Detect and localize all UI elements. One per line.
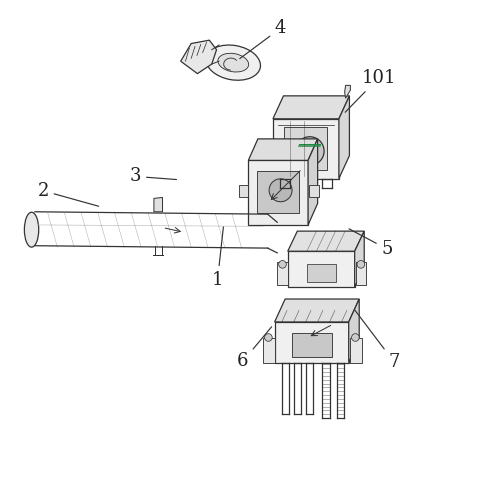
Ellipse shape [206,45,261,80]
Text: 5: 5 [349,229,393,258]
Bar [350,338,361,363]
Circle shape [279,261,286,268]
Bar [309,185,318,197]
Text: 3: 3 [130,167,176,185]
Polygon shape [345,85,350,98]
Bar [356,262,366,285]
Text: 101: 101 [345,69,396,112]
Polygon shape [273,119,339,179]
Circle shape [295,137,324,165]
Polygon shape [339,96,349,179]
Polygon shape [273,96,349,119]
Text: 6: 6 [237,327,272,370]
Polygon shape [248,139,317,160]
Bar [307,264,336,282]
Ellipse shape [24,212,39,247]
Polygon shape [349,299,359,363]
Bar [263,338,274,363]
Circle shape [351,334,359,342]
Circle shape [269,179,292,202]
Polygon shape [355,231,364,287]
Bar [292,333,332,357]
Polygon shape [288,251,355,287]
Text: 7: 7 [355,309,400,371]
Circle shape [357,261,365,268]
Polygon shape [274,299,359,322]
Polygon shape [288,231,364,251]
Bar [284,127,327,170]
Polygon shape [248,160,308,225]
Polygon shape [274,322,349,363]
Bar [277,262,288,285]
Bar [239,185,248,197]
Circle shape [302,143,317,159]
Circle shape [264,334,272,342]
Polygon shape [257,171,299,213]
Text: 4: 4 [240,19,286,58]
Text: 2: 2 [37,182,98,206]
Polygon shape [154,197,163,212]
Polygon shape [308,139,317,225]
Text: 1: 1 [212,227,223,289]
Ellipse shape [218,53,249,72]
Polygon shape [181,40,217,74]
